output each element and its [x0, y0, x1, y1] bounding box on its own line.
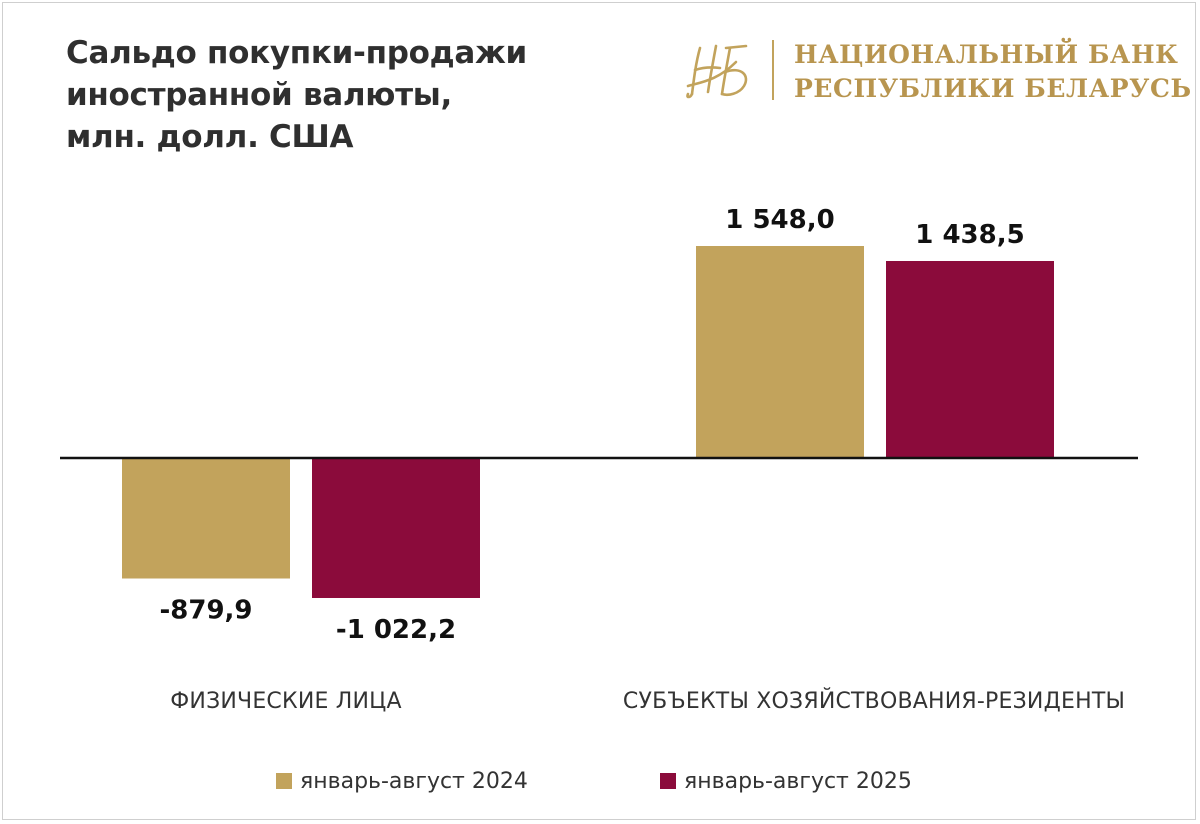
bank-name-line: НАЦИОНАЛЬНЫЙ БАНК — [794, 40, 1179, 69]
logo-divider — [772, 40, 774, 100]
legend: январь-август 2024 январь-август 2025 — [0, 766, 1200, 796]
category-label: СУБЪЕКТЫ ХОЗЯЙСТВОВАНИЯ-РЕЗИДЕНТЫ — [623, 688, 1125, 714]
bar-value-label: -879,9 — [159, 596, 252, 626]
legend-item-2024: январь-август 2024 — [276, 766, 528, 796]
bars-group — [122, 246, 1054, 598]
chart-title-line: Сальдо покупки-продажи — [66, 35, 527, 71]
bank-name-line: РЕСПУБЛИКИ БЕЛАРУСЬ — [794, 74, 1192, 103]
bank-monogram-icon — [686, 44, 748, 99]
bar-2024-cat1 — [696, 246, 864, 458]
category-label: ФИЗИЧЕСКИЕ ЛИЦА — [170, 689, 401, 714]
bank-name: НАЦИОНАЛЬНЫЙ БАНК РЕСПУБЛИКИ БЕЛАРУСЬ — [794, 38, 1192, 106]
bar-value-label: 1 548,0 — [725, 205, 834, 235]
bar-2025-cat1 — [886, 260, 1054, 458]
chart-title: Сальдо покупки-продажи иностранной валют… — [66, 32, 586, 158]
legend-item-2025: январь-август 2025 — [660, 766, 912, 796]
legend-swatch-2024 — [276, 773, 292, 789]
bar-2025-cat0 — [312, 458, 480, 598]
value-labels-group: -879,9 -1 022,2 1 548,0 1 438,5 — [159, 205, 1024, 645]
legend-label-2025: январь-август 2025 — [684, 768, 912, 794]
legend-label-2024: январь-август 2024 — [300, 768, 528, 794]
legend-swatch-2025 — [660, 773, 676, 789]
chart-title-line: иностранной валюты, — [66, 77, 452, 113]
bar-value-label: -1 022,2 — [336, 615, 456, 645]
category-labels-group: ФИЗИЧЕСКИЕ ЛИЦА СУБЪЕКТЫ ХОЗЯЙСТВОВАНИЯ-Р… — [170, 688, 1125, 714]
bank-logo: НАЦИОНАЛЬНЫЙ БАНК РЕСПУБЛИКИ БЕЛАРУСЬ — [686, 38, 1191, 104]
chart-title-line: млн. долл. США — [66, 119, 354, 155]
bar-value-label: 1 438,5 — [915, 220, 1024, 250]
bar-2024-cat0 — [122, 458, 290, 579]
